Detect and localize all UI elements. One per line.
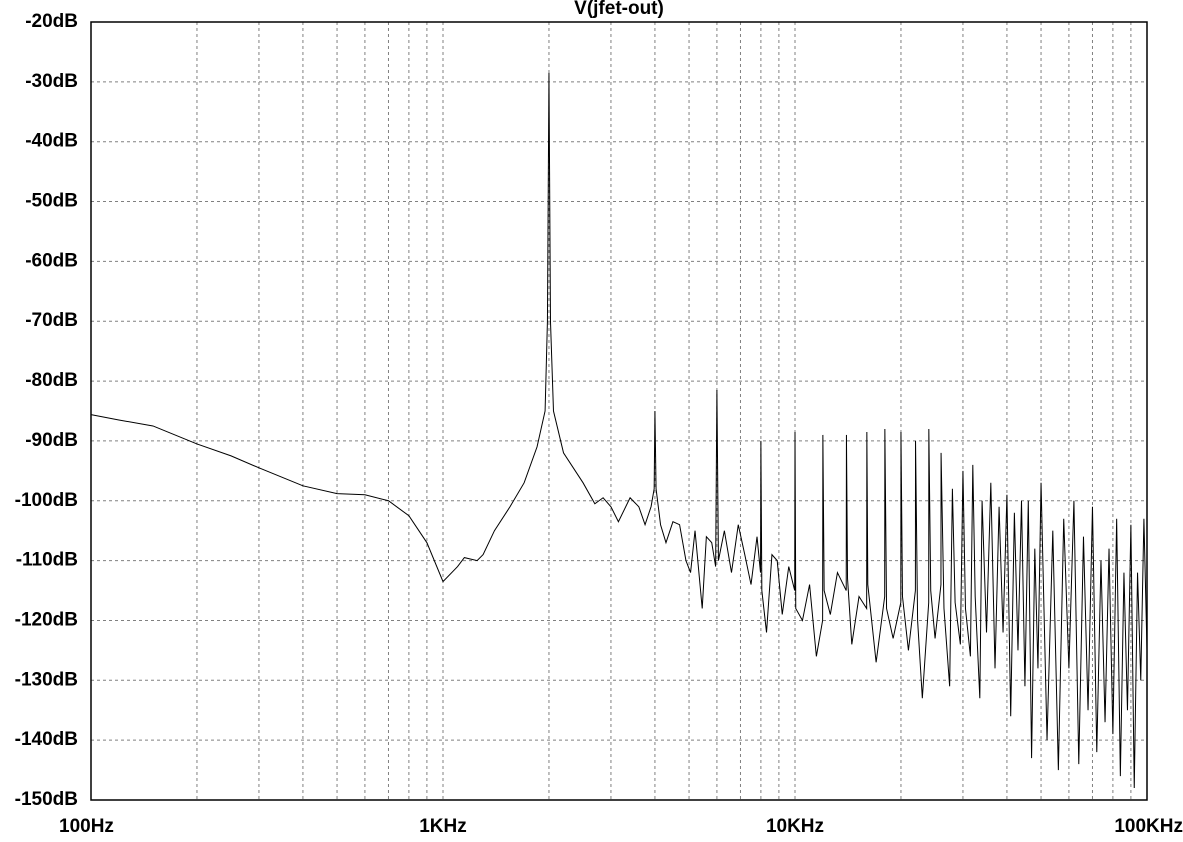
- x-tick-label: 100Hz: [59, 816, 114, 837]
- y-tick-label: -90dB: [25, 430, 78, 451]
- y-tick-label: -120dB: [15, 609, 78, 630]
- y-tick-label: -40dB: [25, 131, 78, 152]
- y-tick-label: -150dB: [15, 789, 78, 810]
- x-tick-label: 100KHz: [1114, 816, 1183, 837]
- y-tick-label: -140dB: [15, 729, 78, 750]
- x-tick-label: 1KHz: [419, 816, 467, 837]
- y-tick-label: -30dB: [25, 71, 78, 92]
- plot-frame: [90, 21, 1148, 801]
- x-tick-label: 10KHz: [766, 816, 824, 837]
- data-line: [90, 72, 1148, 789]
- y-tick-label: -110dB: [16, 550, 78, 571]
- y-tick-label: -80dB: [25, 370, 78, 391]
- y-tick-label: -100dB: [15, 490, 78, 511]
- y-tick-label: -20dB: [25, 11, 78, 32]
- chart-title: V(jfet-out): [574, 0, 664, 19]
- y-tick-label: -130dB: [15, 669, 78, 690]
- y-tick-label: -50dB: [25, 191, 78, 212]
- y-tick-label: -70dB: [25, 310, 78, 331]
- y-tick-label: -60dB: [25, 250, 78, 271]
